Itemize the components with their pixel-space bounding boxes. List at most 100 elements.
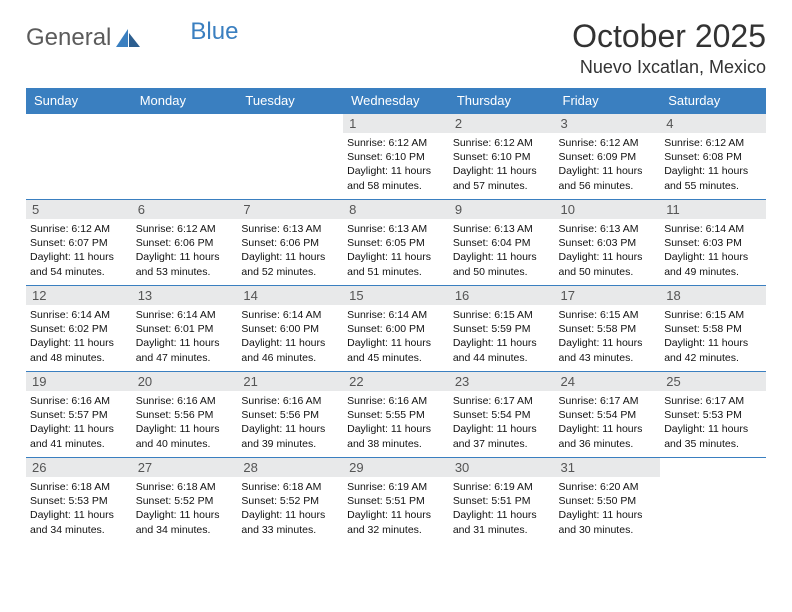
daylight-text-1: Daylight: 11 hours [241, 336, 339, 350]
daylight-text-2: and 58 minutes. [347, 179, 445, 193]
sunset-text: Sunset: 5:58 PM [559, 322, 657, 336]
daylight-text-1: Daylight: 11 hours [347, 422, 445, 436]
daylight-text-1: Daylight: 11 hours [453, 336, 551, 350]
sunset-text: Sunset: 5:51 PM [453, 494, 551, 508]
sunrise-text: Sunrise: 6:12 AM [347, 136, 445, 150]
day-cell: 13Sunrise: 6:14 AMSunset: 6:01 PMDayligh… [132, 286, 238, 372]
sunrise-text: Sunrise: 6:13 AM [453, 222, 551, 236]
day-cell: 20Sunrise: 6:16 AMSunset: 5:56 PMDayligh… [132, 372, 238, 458]
sunrise-text: Sunrise: 6:12 AM [453, 136, 551, 150]
day-number: 20 [132, 372, 238, 391]
sunrise-text: Sunrise: 6:13 AM [241, 222, 339, 236]
day-info: Sunrise: 6:14 AMSunset: 6:03 PMDaylight:… [664, 222, 762, 279]
day-cell: 10Sunrise: 6:13 AMSunset: 6:03 PMDayligh… [555, 200, 661, 286]
daylight-text-2: and 35 minutes. [664, 437, 762, 451]
daylight-text-1: Daylight: 11 hours [241, 508, 339, 522]
day-info: Sunrise: 6:15 AMSunset: 5:59 PMDaylight:… [453, 308, 551, 365]
sunrise-text: Sunrise: 6:19 AM [453, 480, 551, 494]
sunrise-text: Sunrise: 6:17 AM [559, 394, 657, 408]
day-cell: 1Sunrise: 6:12 AMSunset: 6:10 PMDaylight… [343, 114, 449, 200]
sunset-text: Sunset: 5:52 PM [241, 494, 339, 508]
day-cell: 26Sunrise: 6:18 AMSunset: 5:53 PMDayligh… [26, 458, 132, 544]
daylight-text-2: and 54 minutes. [30, 265, 128, 279]
daylight-text-1: Daylight: 11 hours [664, 422, 762, 436]
daylight-text-1: Daylight: 11 hours [347, 508, 445, 522]
sunset-text: Sunset: 6:01 PM [136, 322, 234, 336]
day-cell: 29Sunrise: 6:19 AMSunset: 5:51 PMDayligh… [343, 458, 449, 544]
day-info: Sunrise: 6:14 AMSunset: 6:00 PMDaylight:… [347, 308, 445, 365]
sunrise-text: Sunrise: 6:14 AM [30, 308, 128, 322]
daylight-text-2: and 45 minutes. [347, 351, 445, 365]
sunset-text: Sunset: 5:54 PM [453, 408, 551, 422]
sunset-text: Sunset: 6:00 PM [347, 322, 445, 336]
daylight-text-2: and 56 minutes. [559, 179, 657, 193]
day-number: 7 [237, 200, 343, 219]
daylight-text-1: Daylight: 11 hours [136, 422, 234, 436]
day-cell: 22Sunrise: 6:16 AMSunset: 5:55 PMDayligh… [343, 372, 449, 458]
day-number: 17 [555, 286, 661, 305]
sunrise-text: Sunrise: 6:12 AM [664, 136, 762, 150]
day-header: Friday [555, 88, 661, 114]
day-info: Sunrise: 6:12 AMSunset: 6:09 PMDaylight:… [559, 136, 657, 193]
daylight-text-1: Daylight: 11 hours [347, 250, 445, 264]
sunrise-text: Sunrise: 6:14 AM [347, 308, 445, 322]
daylight-text-2: and 47 minutes. [136, 351, 234, 365]
sunrise-text: Sunrise: 6:18 AM [136, 480, 234, 494]
daylight-text-1: Daylight: 11 hours [136, 508, 234, 522]
day-cell: 3 Sunrise: 6:12 AMSunset: 6:09 PMDaylight… [555, 114, 661, 200]
day-number: 22 [343, 372, 449, 391]
sunrise-text: Sunrise: 6:16 AM [347, 394, 445, 408]
day-number: 24 [555, 372, 661, 391]
day-number: 1 [343, 114, 449, 133]
day-header-row: SundayMondayTuesdayWednesdayThursdayFrid… [26, 88, 766, 114]
sunrise-text: Sunrise: 6:12 AM [136, 222, 234, 236]
day-header: Tuesday [237, 88, 343, 114]
daylight-text-2: and 51 minutes. [347, 265, 445, 279]
day-cell: 8Sunrise: 6:13 AMSunset: 6:05 PMDaylight… [343, 200, 449, 286]
day-cell: 5Sunrise: 6:12 AMSunset: 6:07 PMDaylight… [26, 200, 132, 286]
day-number: 16 [449, 286, 555, 305]
day-info: Sunrise: 6:18 AMSunset: 5:52 PMDaylight:… [241, 480, 339, 537]
day-info: Sunrise: 6:14 AMSunset: 6:01 PMDaylight:… [136, 308, 234, 365]
location-label: Nuevo Ixcatlan, Mexico [572, 57, 766, 78]
daylight-text-2: and 31 minutes. [453, 523, 551, 537]
day-cell [26, 114, 132, 200]
sunrise-text: Sunrise: 6:13 AM [559, 222, 657, 236]
week-row: 1Sunrise: 6:12 AMSunset: 6:10 PMDaylight… [26, 114, 766, 200]
day-cell: 25Sunrise: 6:17 AMSunset: 5:53 PMDayligh… [660, 372, 766, 458]
daylight-text-2: and 42 minutes. [664, 351, 762, 365]
daylight-text-2: and 44 minutes. [453, 351, 551, 365]
day-info: Sunrise: 6:13 AMSunset: 6:04 PMDaylight:… [453, 222, 551, 279]
daylight-text-1: Daylight: 11 hours [453, 164, 551, 178]
day-number: 30 [449, 458, 555, 477]
day-number: 10 [555, 200, 661, 219]
day-number: 3 [555, 114, 661, 133]
day-info: Sunrise: 6:19 AMSunset: 5:51 PMDaylight:… [453, 480, 551, 537]
sunset-text: Sunset: 6:07 PM [30, 236, 128, 250]
day-number: 9 [449, 200, 555, 219]
day-cell: 14Sunrise: 6:14 AMSunset: 6:00 PMDayligh… [237, 286, 343, 372]
calendar-table: SundayMondayTuesdayWednesdayThursdayFrid… [26, 88, 766, 544]
day-cell: 6Sunrise: 6:12 AMSunset: 6:06 PMDaylight… [132, 200, 238, 286]
day-cell: 7Sunrise: 6:13 AMSunset: 6:06 PMDaylight… [237, 200, 343, 286]
daylight-text-1: Daylight: 11 hours [453, 508, 551, 522]
daylight-text-1: Daylight: 11 hours [30, 508, 128, 522]
day-info: Sunrise: 6:17 AMSunset: 5:54 PMDaylight:… [559, 394, 657, 451]
daylight-text-1: Daylight: 11 hours [559, 250, 657, 264]
header: General Blue October 2025 Nuevo Ixcatlan… [26, 18, 766, 78]
sunrise-text: Sunrise: 6:15 AM [453, 308, 551, 322]
day-cell: 2Sunrise: 6:12 AMSunset: 6:10 PMDaylight… [449, 114, 555, 200]
day-number: 25 [660, 372, 766, 391]
daylight-text-1: Daylight: 11 hours [241, 250, 339, 264]
day-info: Sunrise: 6:12 AMSunset: 6:10 PMDaylight:… [453, 136, 551, 193]
sunset-text: Sunset: 6:10 PM [453, 150, 551, 164]
daylight-text-2: and 43 minutes. [559, 351, 657, 365]
day-header: Thursday [449, 88, 555, 114]
day-cell: 23Sunrise: 6:17 AMSunset: 5:54 PMDayligh… [449, 372, 555, 458]
day-number: 21 [237, 372, 343, 391]
sunrise-text: Sunrise: 6:18 AM [241, 480, 339, 494]
sunset-text: Sunset: 6:05 PM [347, 236, 445, 250]
day-cell: 11Sunrise: 6:14 AMSunset: 6:03 PMDayligh… [660, 200, 766, 286]
day-info: Sunrise: 6:12 AMSunset: 6:06 PMDaylight:… [136, 222, 234, 279]
daylight-text-2: and 40 minutes. [136, 437, 234, 451]
